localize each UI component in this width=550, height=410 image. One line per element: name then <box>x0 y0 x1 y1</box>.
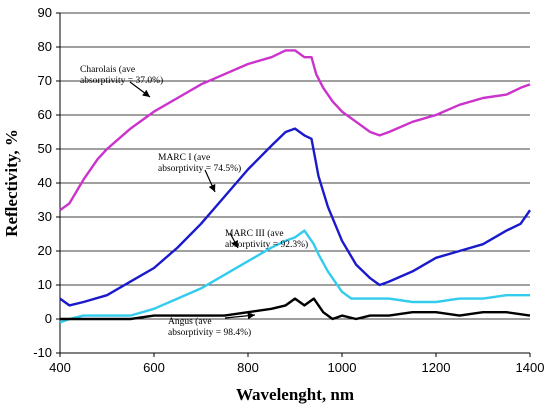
annotation-arrow-marc-iii <box>229 232 239 249</box>
y-tick-label: 10 <box>38 277 52 292</box>
y-tick-label: 70 <box>38 73 52 88</box>
y-tick-label: 40 <box>38 175 52 190</box>
x-tick-label: 1200 <box>422 360 451 375</box>
annotation-angus-line-1: Angus (ave <box>168 316 212 327</box>
axes <box>56 12 531 357</box>
y-tick-label: 20 <box>38 243 52 258</box>
x-tick-label: 1400 <box>516 360 545 375</box>
annotation-charolais-line-2: absorptivity = 37.0%) <box>80 75 163 86</box>
x-axis-title: Wavelenght, nm <box>236 385 354 404</box>
x-tick-label: 1000 <box>328 360 357 375</box>
y-tick-label: 30 <box>38 209 52 224</box>
y-tick-label: 0 <box>45 311 52 326</box>
annotation-marc-i-line-1: MARC I (ave <box>158 152 210 163</box>
y-tick-label: 90 <box>38 5 52 20</box>
series-lines <box>59 49 531 324</box>
grid-lines <box>60 12 530 354</box>
annotation-arrow-angus <box>224 312 256 320</box>
annotation-charolais-line-1: Charolais (ave <box>80 64 135 75</box>
y-tick-label: 50 <box>38 141 52 156</box>
x-tick-label: 800 <box>237 360 259 375</box>
annotation-arrow-marc-i <box>204 169 216 193</box>
annotation-marc-i-line-2: absorptivity = 74.5%) <box>158 163 241 174</box>
x-tick-label: 600 <box>143 360 165 375</box>
annotation-angus-line-2: absorptivity = 98.4%) <box>168 327 251 338</box>
annotation-arrow-charolais <box>129 81 151 98</box>
y-tick-label: -10 <box>33 345 52 360</box>
annotation-marc-iii-line-1: MARC III (ave <box>225 228 284 239</box>
annotation-marc-iii-line-2: absorptivity = 92.3%) <box>225 239 308 250</box>
series-line-charolais <box>59 49 531 212</box>
tick-labels: -10 0 10 20 30 40 50 60 70 80 90 400 600 800 1000 1200 1… <box>33 5 544 375</box>
series-line-marc-i <box>59 127 531 307</box>
series-line-angus <box>60 297 531 321</box>
y-axis-title: Reflectivity, % <box>2 129 21 237</box>
series-line-marc-iii <box>59 229 530 324</box>
x-tick-label: 400 <box>49 360 71 375</box>
y-tick-label: 60 <box>38 107 52 122</box>
y-tick-label: 80 <box>38 39 52 54</box>
